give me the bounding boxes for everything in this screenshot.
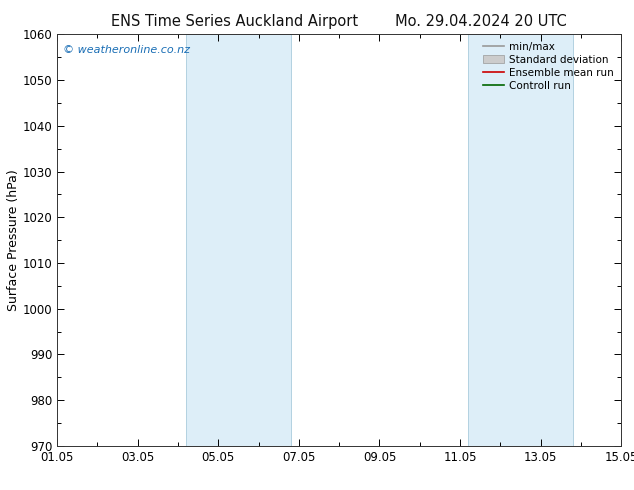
Text: © weatheronline.co.nz: © weatheronline.co.nz (63, 45, 190, 54)
Legend: min/max, Standard deviation, Ensemble mean run, Controll run: min/max, Standard deviation, Ensemble me… (479, 37, 618, 95)
Title: ENS Time Series Auckland Airport        Mo. 29.04.2024 20 UTC: ENS Time Series Auckland Airport Mo. 29.… (112, 14, 567, 29)
Bar (468, 34, 573, 446)
Y-axis label: Surface Pressure (hPa): Surface Pressure (hPa) (7, 169, 20, 311)
Bar (186, 34, 291, 446)
